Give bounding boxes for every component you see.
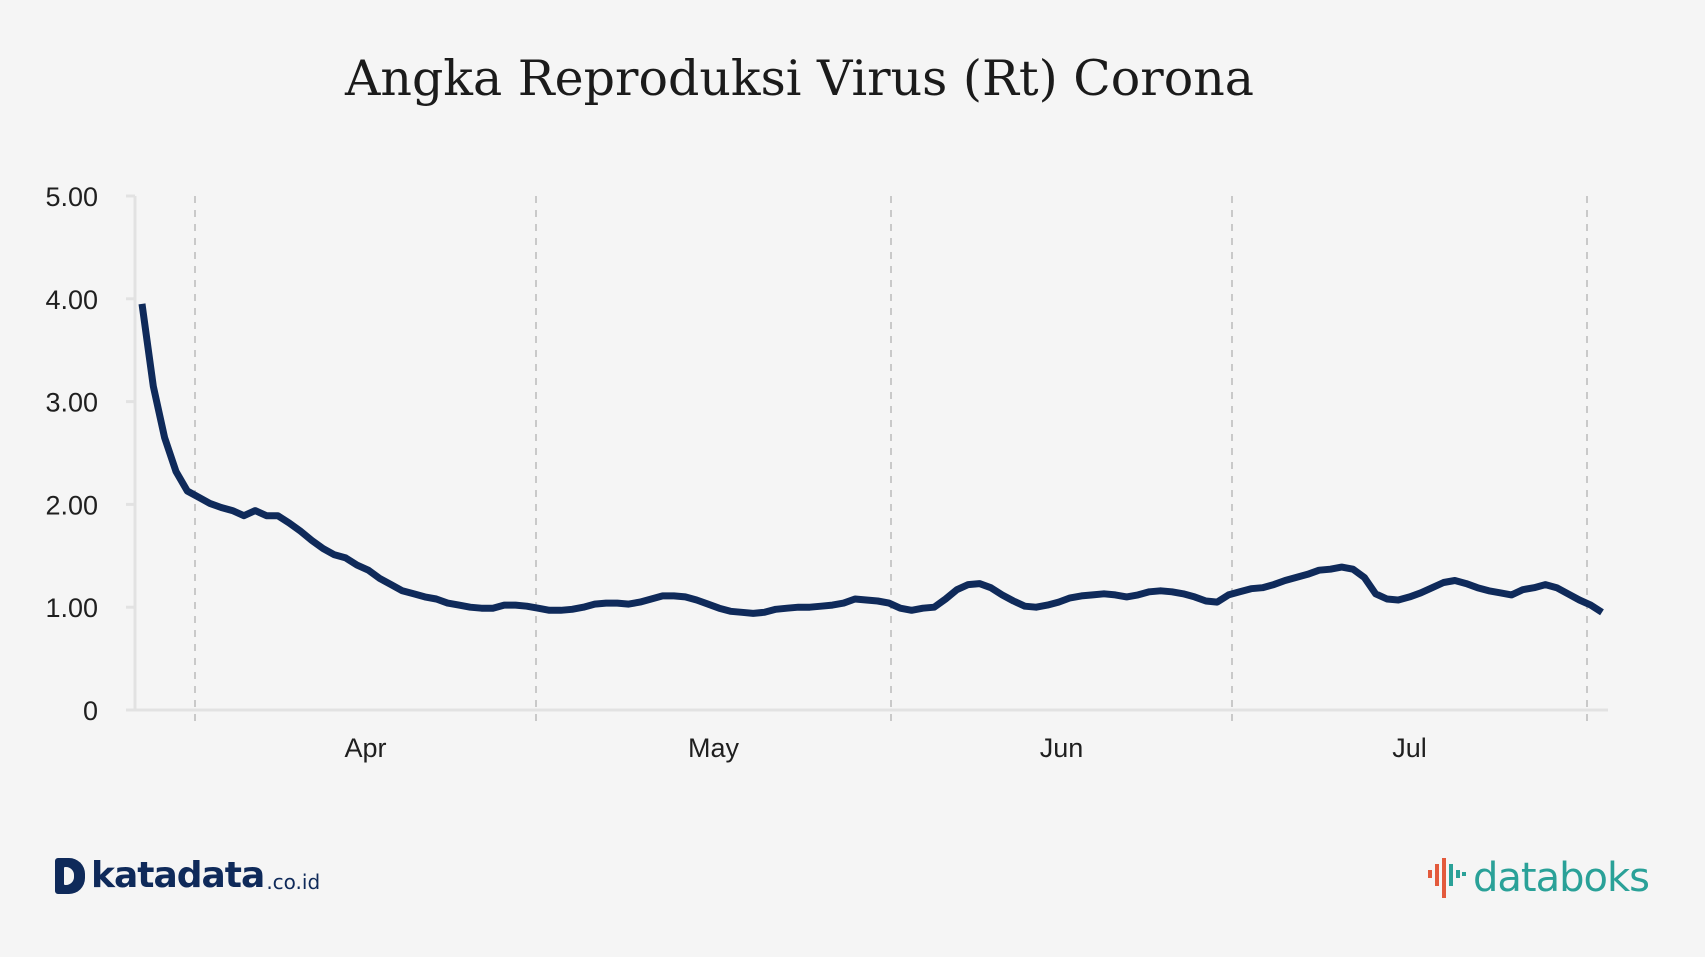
y-tick-label: 3.00 [45, 388, 98, 418]
grid-lines [194, 196, 1588, 722]
katadata-logo-text: katadata [91, 855, 265, 896]
databoks-logo-text: databoks [1473, 855, 1650, 901]
series-line [138, 303, 1604, 617]
chart-title: Angka Reproduksi Virus (Rt) Corona [345, 50, 1254, 107]
x-tick-label: Apr [344, 733, 386, 763]
y-tick-label: 0 [83, 696, 98, 726]
databoks-bars-icon [1428, 858, 1467, 898]
y-tick-label: 1.00 [45, 593, 98, 623]
y-tick-label: 5.00 [45, 182, 98, 212]
y-tick-label: 4.00 [45, 285, 98, 315]
katadata-logo: katadata .co.id [55, 858, 320, 894]
x-ticks: Apr May Jun Jul [344, 733, 1426, 763]
katadata-mark-icon [55, 858, 85, 894]
katadata-logo-suffix: .co.id [266, 870, 321, 894]
x-tick-label: Jul [1392, 733, 1427, 763]
y-tick-label: 2.00 [45, 490, 98, 520]
y-ticks: 0 1.00 2.00 3.00 4.00 5.00 [45, 182, 135, 726]
x-tick-label: May [688, 733, 740, 763]
databoks-logo: databoks [1427, 855, 1650, 901]
x-tick-label: Jun [1040, 733, 1084, 763]
